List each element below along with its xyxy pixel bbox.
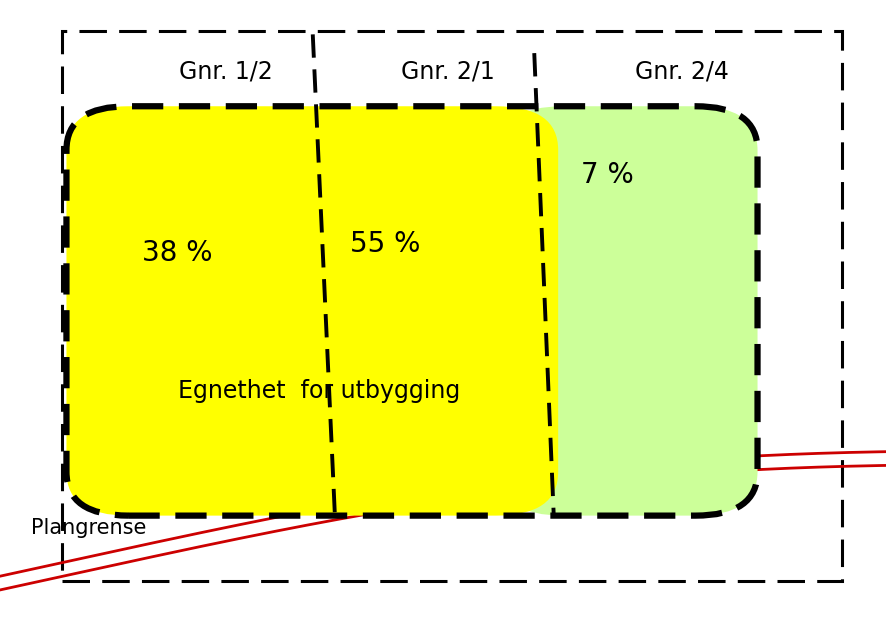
Text: 7 %: 7 %	[580, 161, 633, 189]
Text: 55 %: 55 %	[350, 230, 421, 258]
FancyBboxPatch shape	[501, 106, 758, 516]
FancyBboxPatch shape	[66, 106, 558, 516]
Text: 38 %: 38 %	[142, 239, 213, 267]
Text: Gnr. 2/1: Gnr. 2/1	[400, 60, 494, 84]
Text: Plangrense: Plangrense	[31, 518, 146, 538]
Text: Egnethet  for utbygging: Egnethet for utbygging	[178, 379, 460, 402]
Bar	[62, 31, 842, 581]
Text: Gnr. 2/4: Gnr. 2/4	[635, 60, 729, 84]
Text: Gnr. 1/2: Gnr. 1/2	[179, 60, 273, 84]
